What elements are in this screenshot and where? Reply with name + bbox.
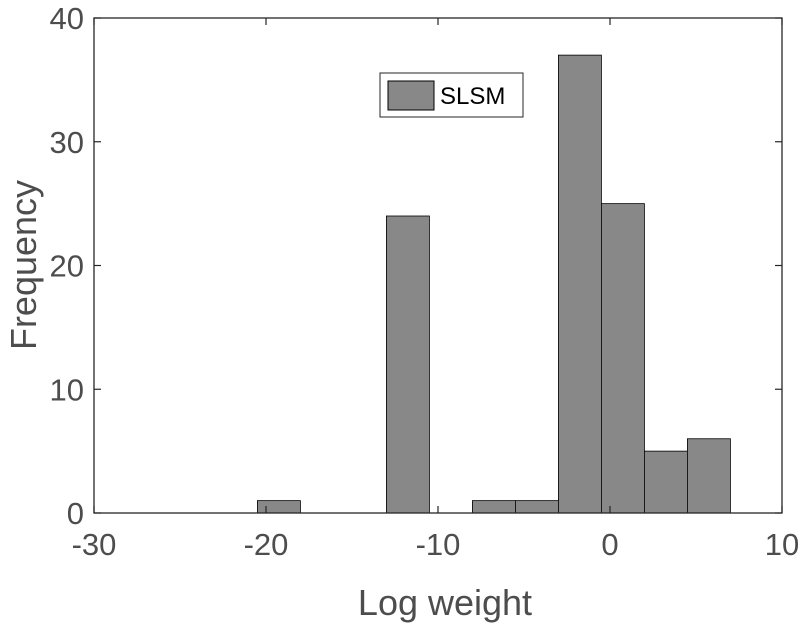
histogram-bar xyxy=(687,438,731,514)
x-axis-title: Log weight xyxy=(358,582,532,623)
histogram-bar xyxy=(471,500,516,514)
y-tick-label: 10 xyxy=(50,372,84,407)
histogram-bars xyxy=(256,54,731,514)
histogram-bar xyxy=(558,54,602,514)
histogram-bar xyxy=(256,500,301,514)
legend-label: SLSM xyxy=(440,83,505,110)
histogram-bar xyxy=(515,500,559,514)
y-tick-label: 40 xyxy=(50,1,84,36)
legend-swatch xyxy=(387,80,435,111)
legend: SLSM xyxy=(379,72,524,118)
y-tick-label: 30 xyxy=(50,125,84,160)
y-axis-ticks: 0 10 20 30 40 xyxy=(50,1,782,531)
x-tick-label: -30 xyxy=(72,527,117,562)
y-axis-title: Frequency xyxy=(3,180,44,350)
histogram-bar xyxy=(644,450,688,514)
y-tick-label: 20 xyxy=(50,249,84,284)
x-tick-label: 0 xyxy=(601,527,618,562)
histogram-bar xyxy=(385,215,430,514)
x-tick-label: 10 xyxy=(765,527,799,562)
x-tick-label: -10 xyxy=(416,527,461,562)
x-tick-label: -20 xyxy=(244,527,289,562)
histogram-bar xyxy=(601,203,645,514)
x-axis-ticks: -30 -20 -10 0 10 xyxy=(72,18,799,562)
y-tick-label: 0 xyxy=(67,496,84,531)
